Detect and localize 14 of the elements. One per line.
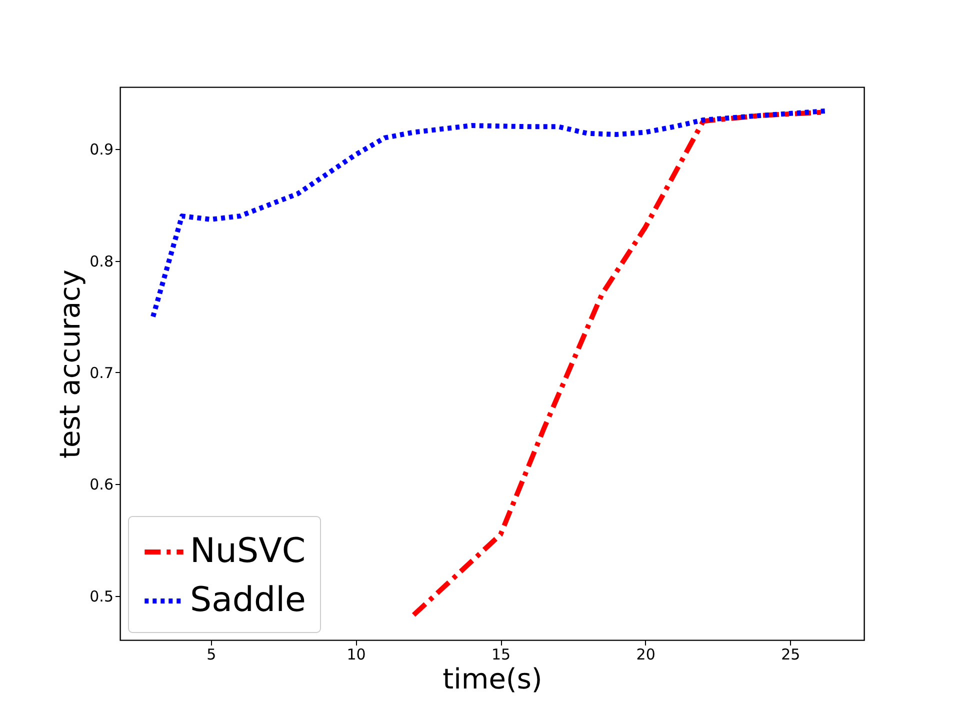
x-tick-label: 15 <box>491 646 511 664</box>
x-tick-label: 25 <box>781 646 800 664</box>
x-axis-title: time(s) <box>442 662 542 696</box>
y-tick-label: 0.8 <box>90 252 114 270</box>
y-tick-label: 0.6 <box>90 476 114 494</box>
legend-label: Saddle <box>190 580 306 620</box>
y-tick-label: 0.7 <box>90 364 114 382</box>
y-tick-label: 0.9 <box>90 140 114 159</box>
y-axis-title: test accuracy <box>54 270 87 458</box>
x-tick-label: 20 <box>636 646 656 664</box>
x-tick-label: 5 <box>206 646 216 664</box>
x-tick-label: 10 <box>346 646 366 664</box>
legend-label: NuSVC <box>190 531 306 571</box>
y-tick-label: 0.5 <box>90 587 114 606</box>
